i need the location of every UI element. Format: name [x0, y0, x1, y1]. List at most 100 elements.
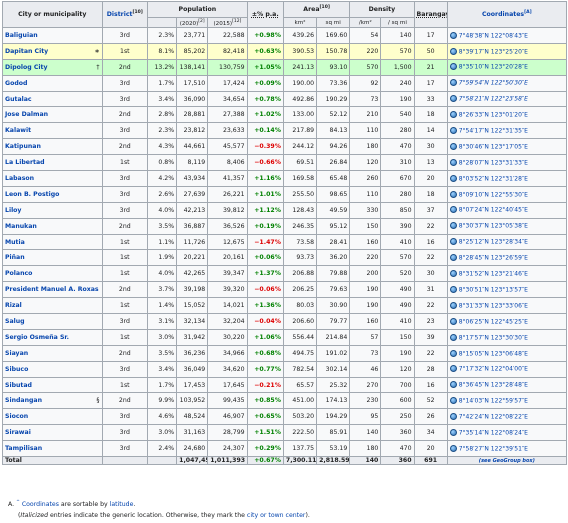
- coordinates-link[interactable]: 8°31′52″N 123°21′46″E: [458, 270, 528, 278]
- municipality-link[interactable]: Baliguian: [5, 31, 38, 39]
- globe-icon[interactable]: [449, 381, 457, 389]
- coordinates-cell[interactable]: 8°31′33″N 123°33′06″E: [446, 297, 568, 315]
- globe-icon[interactable]: [449, 413, 457, 421]
- municipality-name[interactable]: Salug: [2, 313, 103, 330]
- municipality-name[interactable]: Sindangan §: [2, 392, 103, 410]
- globe-icon[interactable]: [449, 190, 457, 198]
- municipality-link[interactable]: Salug: [5, 317, 25, 325]
- coordinates-link[interactable]: 7°48′38″N 122°08′43″E: [458, 32, 528, 40]
- globe-icon[interactable]: [449, 397, 457, 405]
- coordinates-cell[interactable]: 8°36′45″N 123°28′48″E: [446, 376, 568, 394]
- municipality-link[interactable]: Siocon: [5, 413, 29, 421]
- coordinates-link[interactable]: 7°17′32″N 122°04′00″E: [458, 365, 528, 373]
- globe-icon[interactable]: [449, 63, 457, 71]
- globe-icon[interactable]: [449, 444, 457, 452]
- coordinates-link[interactable]: 7°59′54″N 122°50′30″E: [458, 79, 528, 87]
- municipality-link[interactable]: Labason: [5, 174, 35, 182]
- municipality-name[interactable]: Gutalac: [2, 90, 103, 108]
- coordinates-link[interactable]: 7°58′27″N 122°39′51″E: [458, 445, 528, 453]
- municipality-name[interactable]: Sergio Osmeña Sr.: [2, 328, 103, 346]
- municipality-link[interactable]: Tampilisan: [5, 445, 43, 453]
- header-coordinates[interactable]: Coordinates[A]: [446, 1, 568, 28]
- globe-icon[interactable]: [449, 428, 457, 436]
- coordinates-cell[interactable]: 8°39′17″N 123°25′20″E: [446, 42, 568, 60]
- header-density[interactable]: Density: [349, 1, 415, 18]
- globe-icon[interactable]: [449, 174, 457, 182]
- globe-icon[interactable]: [449, 79, 457, 87]
- municipality-name[interactable]: Manukan: [2, 217, 103, 235]
- globe-icon[interactable]: [449, 317, 457, 325]
- coordinates-cell[interactable]: 8°30′46″N 123°17′05″E: [446, 138, 568, 156]
- geogroup-link[interactable]: (see GeoGroup box): [478, 458, 535, 465]
- municipality-link[interactable]: Sergio Osmeña Sr.: [5, 333, 69, 341]
- municipality-link[interactable]: Katipunan: [5, 143, 41, 151]
- municipality-link[interactable]: Manukan: [5, 222, 37, 230]
- globe-icon[interactable]: [449, 349, 457, 357]
- coordinates-link[interactable]: 8°39′17″N 123°25′20″E: [458, 48, 528, 56]
- coordinates-link[interactable]: 8°17′57″N 123°30′30″E: [458, 334, 528, 342]
- municipality-link[interactable]: La Libertad: [5, 159, 45, 167]
- globe-icon[interactable]: [449, 31, 457, 39]
- globe-icon[interactable]: [449, 47, 457, 55]
- coordinates-cell[interactable]: 8°26′33″N 123°01′20″E: [446, 106, 568, 124]
- coordinates-cell[interactable]: 8°30′37″N 123°05′38″E: [446, 217, 568, 235]
- coordinates-cell[interactable]: 7°58′21″N 122°23′58″E: [446, 90, 568, 108]
- municipality-link[interactable]: Sibutad: [5, 381, 32, 389]
- municipality-name[interactable]: Siayan: [2, 344, 103, 362]
- coordinates-link[interactable]: 8°15′05″N 123°06′48″E: [458, 350, 528, 357]
- globe-icon[interactable]: [449, 142, 457, 150]
- header-area-km2[interactable]: km²: [282, 17, 318, 28]
- municipality-name[interactable]: Liloy: [2, 201, 103, 219]
- coordinates-link[interactable]: 8°26′33″N 123°01′20″E: [458, 111, 528, 119]
- coordinates-link[interactable]: 7°42′24″N 122°08′22″E: [458, 413, 528, 421]
- globe-icon[interactable]: [449, 222, 457, 230]
- coordinates-link[interactable]: 8°31′33″N 123°33′06″E: [458, 302, 528, 310]
- municipality-name[interactable]: Sibutad: [2, 376, 103, 394]
- header-density-km2[interactable]: /km²: [349, 17, 382, 28]
- municipality-name[interactable]: Tampilisan: [2, 440, 103, 458]
- coordinates-link[interactable]: 7°58′21″N 122°23′58″E: [458, 95, 528, 103]
- header-pop-2015[interactable]: (2015)[12]: [207, 17, 248, 28]
- municipality-name[interactable]: Dapitan City ∗: [2, 42, 103, 60]
- header-area-sqmi[interactable]: sq mi: [316, 17, 351, 28]
- coordinates-link[interactable]: 8°28′45″N 123°26′59″E: [458, 254, 528, 262]
- municipality-name[interactable]: Baliguian: [2, 27, 103, 44]
- coordinates-link[interactable]: 8°03′52″N 122°31′28″E: [458, 175, 528, 183]
- globe-icon[interactable]: [449, 158, 457, 166]
- municipality-name[interactable]: Mutia: [2, 233, 103, 251]
- municipality-link[interactable]: Siayan: [5, 349, 29, 357]
- coordinates-cell[interactable]: 8°30′51″N 123°13′57″E: [446, 281, 568, 299]
- globe-icon[interactable]: [449, 285, 457, 293]
- municipality-link[interactable]: Godod: [5, 79, 28, 87]
- coordinates-link[interactable]: 7°54′17″N 122°31′35″E: [458, 127, 528, 135]
- municipality-link[interactable]: Kalawit: [5, 127, 32, 135]
- globe-icon[interactable]: [449, 301, 457, 309]
- coordinates-link[interactable]: 8°25′12″N 123°28′34″E: [458, 238, 528, 246]
- globe-icon[interactable]: [449, 127, 457, 135]
- municipality-name[interactable]: Dipolog City †: [2, 58, 103, 76]
- municipality-link[interactable]: Jose Dalman: [5, 111, 49, 119]
- municipality-link[interactable]: Piñan: [5, 254, 25, 262]
- header-population[interactable]: Population: [147, 1, 248, 18]
- globe-icon[interactable]: [449, 111, 457, 119]
- coordinates-cell[interactable]: 8°03′52″N 122°31′28″E: [446, 170, 568, 187]
- header-district[interactable]: District[10]: [101, 1, 149, 28]
- municipality-name[interactable]: Siocon: [2, 408, 103, 426]
- municipality-name[interactable]: Rizal: [2, 297, 103, 315]
- coordinates-link[interactable]: Coordinates: [21, 501, 59, 509]
- globe-icon[interactable]: [449, 238, 457, 246]
- coordinates-link[interactable]: 8°07′24″N 122°40′45″E: [458, 206, 528, 214]
- coordinates-cell[interactable]: 7°54′17″N 122°31′35″E: [446, 122, 568, 140]
- header-barangay[interactable]: Barangay: [413, 1, 448, 28]
- coordinates-cell[interactable]: 8°25′12″N 123°28′34″E: [446, 233, 568, 251]
- header-change[interactable]: ±% p.a.: [246, 1, 284, 28]
- globe-icon[interactable]: [449, 365, 457, 373]
- municipality-name[interactable]: Piñan: [2, 249, 103, 267]
- coordinates-cell[interactable]: 8°07′24″N 122°40′45″E: [446, 201, 568, 219]
- municipality-link[interactable]: Leon B. Postigo: [5, 190, 60, 198]
- coordinates-link[interactable]: 8°36′45″N 123°28′48″E: [458, 381, 528, 389]
- town-center-link[interactable]: city or town center: [246, 512, 306, 520]
- municipality-name[interactable]: Leon B. Postigo: [2, 185, 103, 203]
- municipality-name[interactable]: Sibuco: [2, 360, 103, 378]
- coordinates-link[interactable]: 8°14′03″N 122°59′57″E: [458, 397, 528, 405]
